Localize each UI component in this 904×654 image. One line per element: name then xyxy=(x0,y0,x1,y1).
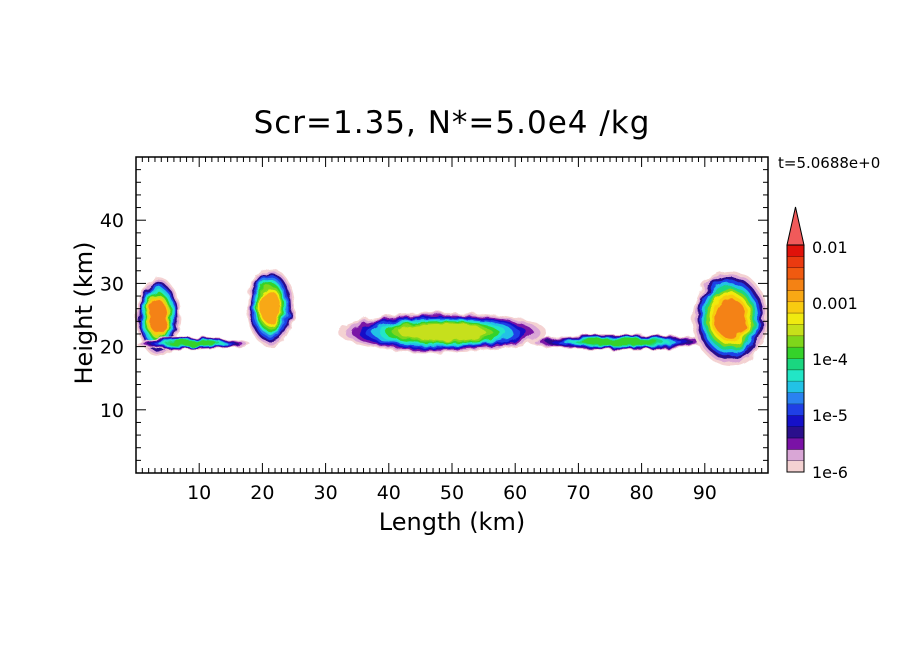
contour-region xyxy=(692,270,768,366)
x-tick-label: 10 xyxy=(187,482,211,504)
contour-level xyxy=(169,340,217,347)
colorbar-swatch xyxy=(787,347,804,359)
x-tick-label: 30 xyxy=(314,482,338,504)
colorbar: 0.01 0.001 1e-4 1e-5 1e-6 xyxy=(786,206,858,482)
colorbar-swatch xyxy=(787,426,804,439)
y-tick-label: 10 xyxy=(100,400,124,422)
contour-regions xyxy=(136,267,768,366)
colorbar-tick-label: 1e-4 xyxy=(812,350,848,369)
colorbar-swatch xyxy=(787,245,804,257)
colorbar-swatch xyxy=(787,267,804,280)
colorbar-swatch xyxy=(787,381,804,393)
y-tick-label: 40 xyxy=(100,210,124,232)
colorbar-swatch xyxy=(787,301,804,314)
colorbar-swatch xyxy=(787,392,804,405)
colorbar-swatch xyxy=(787,313,804,325)
colorbar-swatch xyxy=(787,290,804,303)
axes: 10 20 30 40 50 60 70 80 90 10 20 30 40 xyxy=(100,156,769,504)
x-tick-label: 40 xyxy=(377,482,401,504)
colorbar-swatch xyxy=(787,279,804,291)
contour-region xyxy=(338,311,547,353)
colorbar-swatch xyxy=(787,437,804,450)
colorbar-swatch xyxy=(787,415,804,427)
colorbar-swatch xyxy=(787,369,804,382)
contour-region xyxy=(527,333,712,350)
colorbar-swatch xyxy=(787,335,804,348)
contour-level xyxy=(581,338,658,346)
time-annotation: t=5.0688e+0 xyxy=(778,154,881,172)
colorbar-swatch xyxy=(787,460,804,473)
x-tick-label: 80 xyxy=(630,482,654,504)
x-axis-label: Length (km) xyxy=(378,508,526,536)
chart-title: Scr=1.35, N*=5.0e4 /kg xyxy=(253,105,651,141)
contour-region xyxy=(136,277,181,357)
colorbar-tick-label: 0.01 xyxy=(812,238,848,257)
colorbar-swatch xyxy=(787,403,804,416)
contour-region xyxy=(246,267,294,347)
x-tick-label: 50 xyxy=(440,482,464,504)
colorbar-swatch xyxy=(787,324,804,337)
colorbar-tick-label: 0.001 xyxy=(812,294,858,313)
colorbar-swatch xyxy=(787,256,804,269)
colorbar-tick-label: 1e-5 xyxy=(812,406,848,425)
y-tick-label: 20 xyxy=(100,337,124,359)
colorbar-tick-label: 1e-6 xyxy=(812,463,848,482)
colorbar-swatch xyxy=(787,358,804,371)
contour-level xyxy=(399,323,486,341)
contour-level xyxy=(148,300,168,333)
contour-level xyxy=(714,298,746,338)
x-tick-label: 70 xyxy=(566,482,590,504)
contour-level xyxy=(260,290,281,324)
x-tick-label: 20 xyxy=(250,482,274,504)
colorbar-swatch xyxy=(787,449,804,462)
x-tick-label: 90 xyxy=(693,482,717,504)
y-tick-label: 30 xyxy=(100,273,124,295)
colorbar-extend-arrow xyxy=(786,206,805,246)
x-tick-label: 60 xyxy=(503,482,527,504)
contour-region xyxy=(136,337,250,350)
